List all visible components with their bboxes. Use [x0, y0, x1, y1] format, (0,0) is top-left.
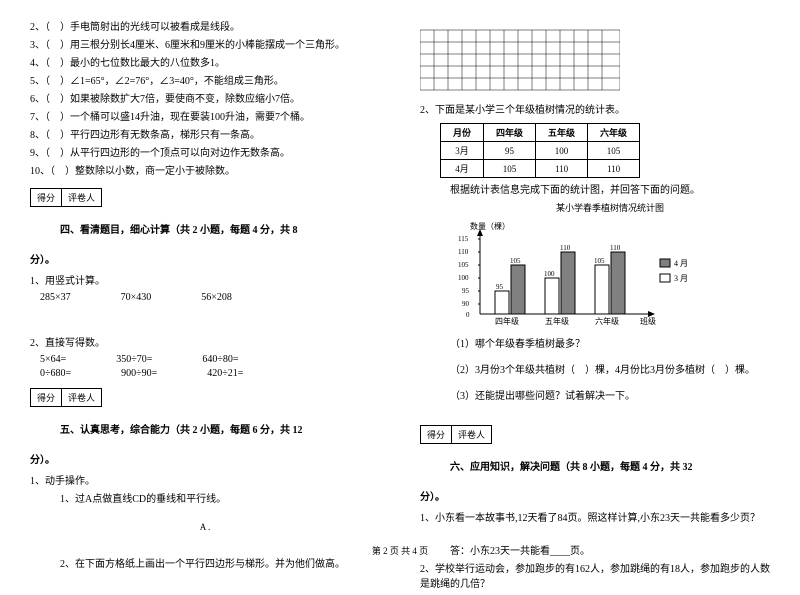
svg-text:3 月: 3 月	[674, 274, 688, 283]
svg-text:110: 110	[458, 248, 469, 256]
score-box: 得分 评卷人	[30, 188, 102, 207]
q4-1: 1、用竖式计算。	[30, 274, 380, 289]
section4-title2: 分）。	[30, 251, 380, 266]
section6-title2: 分）。	[420, 488, 770, 503]
calc-item: 285×37	[40, 292, 71, 303]
svg-text:90: 90	[462, 300, 470, 308]
svg-text:105: 105	[510, 257, 521, 265]
calc-row: 285×37 70×430 56×208	[30, 292, 380, 303]
svg-text:4 月: 4 月	[674, 259, 688, 268]
calc-row: 0÷680= 900÷90= 420÷21=	[30, 368, 380, 379]
td: 110	[536, 160, 588, 178]
judgment-item: 8、（ ）平行四边形有无数条高，梯形只有一条高。	[30, 128, 380, 143]
grader-label: 评卷人	[62, 189, 101, 206]
q6-1: 1、小东看一本故事书,12天看了84页。照这样计算,小东23天一共能看多少页？	[420, 511, 770, 526]
td: 100	[536, 142, 588, 160]
table-header: 月份 四年级 五年级 六年级	[441, 124, 640, 142]
section5-title2: 分）。	[30, 451, 380, 466]
svg-text:110: 110	[560, 244, 571, 252]
q5-1: 1、动手操作。	[30, 474, 380, 489]
calc-item: 56×208	[201, 292, 232, 303]
svg-text:115: 115	[458, 235, 469, 243]
td: 3月	[441, 142, 484, 160]
td: 4月	[441, 160, 484, 178]
q2-sub3: （3）还能提出哪些问题？试着解决一下。	[420, 389, 770, 404]
judgment-item: 9、（ ）从平行四边形的一个顶点可以向对边作无数条高。	[30, 146, 380, 161]
svg-text:95: 95	[496, 283, 504, 291]
table-row: 3月 95 100 105	[441, 142, 640, 160]
section6-title: 六、应用知识，解决问题（共 8 小题，每题 4 分，共 32	[420, 458, 770, 473]
q2-sub2: （2）3月份3个年级共植树（ ）棵，4月份比3月份多植树（ ）棵。	[420, 363, 770, 378]
q6-2: 2、学校举行运动会，参加跑步的有162人，参加跳绳的有18人，参加跑步的人数是跳…	[420, 562, 770, 592]
table-note: 根据统计表信息完成下面的统计图，并回答下面的问题。	[420, 183, 770, 198]
svg-text:105: 105	[594, 257, 605, 265]
td: 105	[484, 160, 536, 178]
judgment-item: 5、（ ）∠1=65°，∠2=76°，∠3=40°，不能组成三角形。	[30, 74, 380, 89]
blank-grid	[420, 25, 620, 95]
calc-item: 5×64=	[40, 354, 66, 365]
svg-text:六年级: 六年级	[595, 316, 619, 326]
q2-sub1: （1）哪个年级春季植树最多？	[420, 337, 770, 352]
score-label: 得分	[421, 426, 452, 443]
judgment-item: 6、（ ）如果被除数扩大7倍，要使商不变，除数应缩小7倍。	[30, 92, 380, 107]
svg-text:105: 105	[458, 261, 469, 269]
svg-text:班级: 班级	[640, 316, 656, 326]
td: 105	[588, 142, 640, 160]
bar-chart: 数量（棵） 115 110 105 100 95 90 0 95 105 100…	[450, 219, 710, 329]
page-footer: 第 2 页 共 4 页	[0, 544, 800, 557]
svg-text:95: 95	[462, 287, 470, 295]
svg-text:五年级: 五年级	[545, 316, 569, 326]
section4-title: 四、看清题目，细心计算（共 2 小题，每题 4 分，共 8	[30, 221, 380, 236]
calc-item: 350÷70=	[116, 354, 152, 365]
calc-row: 5×64= 350÷70= 640÷80=	[30, 354, 380, 365]
judgment-item: 4、（ ）最小的七位数比最大的八位数多1。	[30, 56, 380, 71]
q2-text: 2、下面是某小学三个年级植树情况的统计表。	[420, 103, 770, 118]
td: 95	[484, 142, 536, 160]
q4-2: 2、直接写得数。	[30, 336, 380, 351]
judgment-item: 10、（ ）整数除以小数，商一定小于被除数。	[30, 164, 380, 179]
q5-1a: 1、过A点做直线CD的垂线和平行线。	[30, 492, 380, 507]
th: 四年级	[484, 124, 536, 142]
judgment-item: 3、（ ）用三根分别长4厘米、6厘米和9厘米的小棒能摆成一个三角形。	[30, 38, 380, 53]
table-row: 4月 105 110 110	[441, 160, 640, 178]
svg-text:110: 110	[610, 244, 621, 252]
calc-item: 900÷90=	[121, 368, 157, 379]
point-a: A .	[30, 522, 380, 532]
svg-text:100: 100	[458, 274, 469, 282]
svg-text:100: 100	[544, 270, 555, 278]
calc-item: 0÷680=	[40, 368, 71, 379]
svg-text:四年级: 四年级	[495, 316, 519, 326]
th: 月份	[441, 124, 484, 142]
score-label: 得分	[31, 189, 62, 206]
ylabel: 数量（棵）	[470, 221, 510, 231]
score-box: 得分 评卷人	[30, 388, 102, 407]
judgment-item: 2、（ ）手电筒射出的光线可以被看成是线段。	[30, 20, 380, 35]
th: 五年级	[536, 124, 588, 142]
calc-item: 420÷21=	[207, 368, 243, 379]
chart-title: 某小学春季植树情况统计图	[450, 201, 770, 214]
section5-title: 五、认真思考，综合能力（共 2 小题，每题 6 分，共 12	[30, 421, 380, 436]
judgment-item: 7、（ ）一个桶可以盛14升油，现在要装100升油，需要7个桶。	[30, 110, 380, 125]
th: 六年级	[588, 124, 640, 142]
svg-text:0: 0	[466, 311, 470, 319]
calc-item: 70×430	[121, 292, 152, 303]
grader-label: 评卷人	[452, 426, 491, 443]
td: 110	[588, 160, 640, 178]
grader-label: 评卷人	[62, 389, 101, 406]
score-label: 得分	[31, 389, 62, 406]
score-box: 得分 评卷人	[420, 425, 492, 444]
data-table: 月份 四年级 五年级 六年级 3月 95 100 105 4月 105 110 …	[440, 123, 640, 178]
calc-item: 640÷80=	[202, 354, 238, 365]
